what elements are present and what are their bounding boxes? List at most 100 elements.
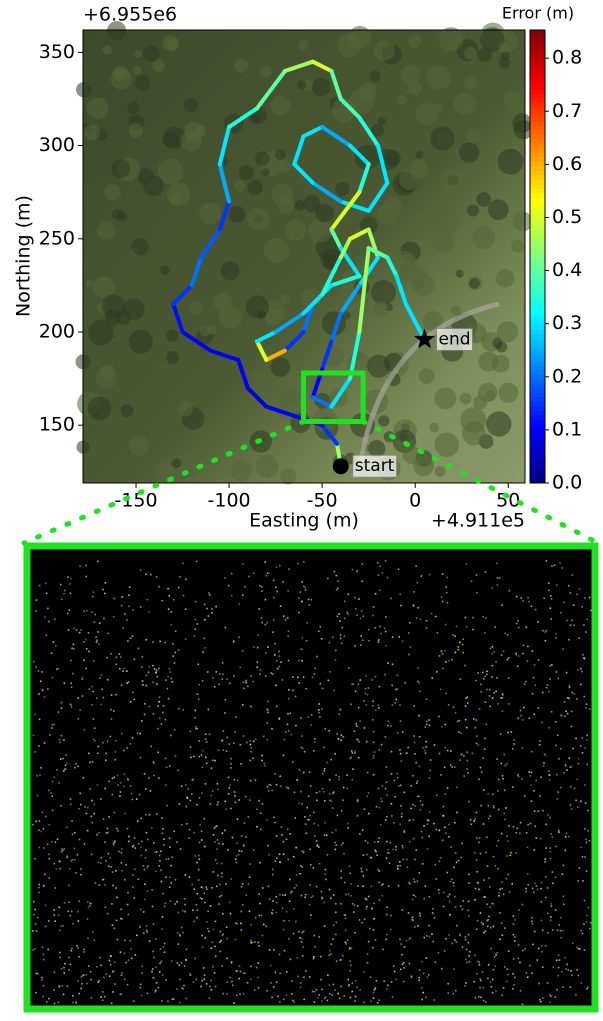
- cloud-point: [169, 877, 171, 879]
- cloud-point: [440, 857, 442, 859]
- cloud-point: [481, 771, 483, 773]
- cloud-point: [492, 794, 494, 796]
- cloud-point: [496, 677, 498, 679]
- cloud-point: [165, 784, 167, 786]
- cloud-point: [53, 724, 55, 726]
- cloud-point: [306, 640, 308, 642]
- cloud-point: [336, 733, 338, 735]
- colorbar-cell: [530, 30, 545, 35]
- cloud-point: [153, 775, 155, 777]
- cloud-point: [83, 949, 85, 951]
- cloud-point: [448, 934, 450, 936]
- cloud-point: [382, 883, 384, 885]
- cloud-point: [279, 973, 281, 975]
- cloud-point: [413, 604, 415, 606]
- cloud-point: [184, 911, 186, 913]
- cloud-point: [198, 698, 200, 700]
- cloud-point: [305, 894, 307, 896]
- cloud-point: [231, 963, 233, 965]
- cloud-point: [435, 878, 437, 880]
- cloud-point: [78, 808, 80, 810]
- cloud-point: [503, 754, 505, 756]
- tree-canopy: [512, 211, 532, 231]
- cloud-point: [417, 607, 419, 609]
- cloud-point: [143, 865, 145, 867]
- cloud-point: [417, 780, 419, 782]
- cloud-point: [480, 691, 482, 693]
- colorbar-cell: [530, 243, 545, 248]
- cloud-point: [201, 754, 203, 756]
- cloud-point: [241, 886, 243, 888]
- cloud-point: [288, 689, 290, 691]
- cloud-point: [349, 865, 351, 867]
- cloud-point: [361, 868, 363, 870]
- cloud-point: [565, 710, 567, 712]
- cloud-point: [211, 887, 213, 889]
- cloud-point: [443, 906, 445, 908]
- cloud-point: [41, 671, 43, 673]
- tree-canopy: [430, 126, 454, 150]
- cloud-point: [438, 952, 440, 954]
- cloud-point: [483, 678, 485, 680]
- cloud-point: [473, 820, 475, 822]
- cloud-point: [349, 873, 351, 875]
- cloud-point: [486, 837, 488, 839]
- cloud-point: [314, 668, 316, 670]
- cloud-point: [587, 830, 589, 832]
- cloud-point: [229, 683, 231, 685]
- cloud-point: [165, 719, 167, 721]
- cloud-point: [392, 996, 394, 998]
- cloud-point: [361, 563, 363, 565]
- cloud-point: [537, 621, 539, 623]
- cloud-point: [222, 993, 224, 995]
- cloud-point: [434, 917, 436, 919]
- cloud-point: [147, 890, 149, 892]
- cloud-point: [44, 873, 46, 875]
- cloud-point: [430, 759, 432, 761]
- cloud-point: [82, 695, 84, 697]
- cloud-point: [178, 587, 180, 589]
- cloud-point: [585, 839, 587, 841]
- cloud-point: [354, 645, 356, 647]
- cloud-point: [216, 863, 218, 865]
- cloud-point: [561, 567, 563, 569]
- cloud-point: [468, 882, 470, 884]
- cloud-point: [120, 791, 122, 793]
- cloud-point: [502, 694, 504, 696]
- tree-canopy: [87, 97, 109, 119]
- cloud-point: [45, 816, 47, 818]
- cloud-point: [132, 609, 134, 611]
- cloud-point: [341, 810, 343, 812]
- cloud-point: [162, 833, 164, 835]
- cloud-point: [54, 971, 56, 973]
- tree-canopy: [488, 199, 509, 220]
- colorbar-cell: [530, 121, 545, 126]
- cloud-point: [483, 1000, 485, 1002]
- cloud-point: [337, 588, 339, 590]
- cloud-point: [478, 778, 480, 780]
- cloud-point: [466, 727, 468, 729]
- cloud-point: [113, 842, 115, 844]
- cloud-point: [428, 719, 430, 721]
- cloud-point: [272, 900, 274, 902]
- cloud-point: [34, 858, 36, 860]
- cloud-point: [503, 987, 505, 989]
- cloud-point: [415, 849, 417, 851]
- cloud-point: [250, 942, 252, 944]
- tree-canopy: [396, 95, 406, 105]
- cloud-point: [93, 718, 95, 720]
- cloud-point: [117, 897, 119, 899]
- x-tick-label: 50: [496, 490, 520, 512]
- cloud-point: [492, 903, 494, 905]
- tree-canopy: [453, 92, 476, 115]
- cloud-point: [368, 813, 370, 815]
- cloud-point: [389, 862, 391, 864]
- tree-canopy: [262, 168, 270, 176]
- cloud-point: [546, 687, 548, 689]
- cloud-point: [88, 965, 90, 967]
- cloud-point: [65, 765, 67, 767]
- tree-canopy: [476, 192, 491, 207]
- cloud-point: [108, 816, 110, 818]
- cloud-point: [540, 888, 542, 890]
- cloud-point: [115, 887, 117, 889]
